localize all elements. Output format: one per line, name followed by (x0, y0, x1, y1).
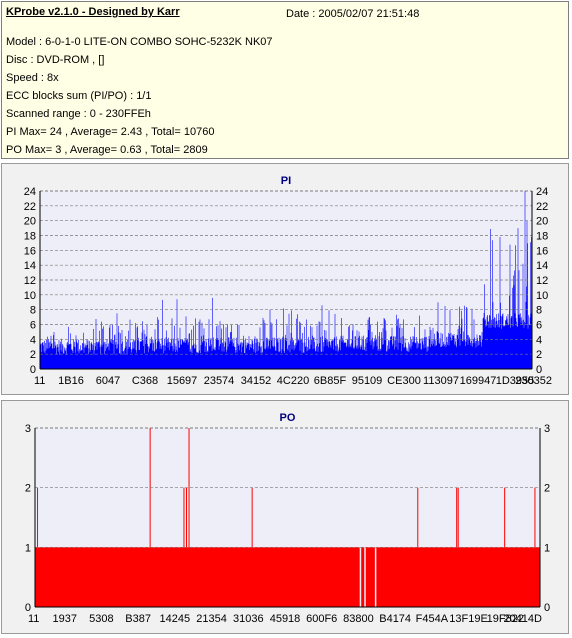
x-tick-label: 6B85F (314, 375, 347, 387)
x-tick-label: 19F822 (487, 613, 524, 625)
info-range: Scanned range : 0 - 230FFEh (6, 108, 151, 120)
x-tick-label: 113097 (423, 375, 459, 387)
x-tick-label: 15697 (167, 375, 198, 387)
x-tick-label: 1937 (52, 613, 76, 625)
y-tick-label-right: 3 (544, 423, 550, 435)
y-tick-label-right: 10 (536, 290, 548, 302)
chart-title: PO (280, 412, 296, 424)
app-title: KProbe v2.1.0 - Designed by Karr (6, 6, 180, 18)
y-tick-label-right: 6 (536, 320, 542, 332)
y-tick-label-right: 2 (544, 483, 550, 495)
x-tick-label: 45918 (270, 613, 301, 625)
x-tick-label: 13F19E (449, 613, 488, 625)
y-tick-label-right: 8 (536, 305, 542, 317)
y-tick-label-left: 2 (30, 349, 36, 361)
po-base-fill (35, 547, 540, 607)
y-tick-label-left: 1 (25, 542, 31, 554)
info-pi-stats: PI Max= 24 , Average= 2.43 , Total= 1076… (6, 126, 215, 138)
x-tick-label: F454A (416, 613, 449, 625)
po-gap (364, 547, 366, 607)
po-gap (374, 547, 377, 607)
x-tick-label: 6047 (96, 375, 120, 387)
y-tick-label-right: 1 (544, 542, 550, 554)
x-tick-label: 31036 (233, 613, 264, 625)
x-tick-label: 20414D (503, 613, 542, 625)
y-tick-label-right: 12 (536, 275, 548, 287)
y-tick-label-right: 22 (536, 201, 548, 213)
pi-chart-panel: PI 0 0 2 2 4 4 6 6 8 8 10 10 12 12 14 14 16 16 18 18 20 20 22 22… (1, 163, 569, 395)
x-tick-label: 11 (28, 613, 39, 625)
y-tick-label-left: 12 (24, 275, 36, 287)
x-tick-label: 95109 (352, 375, 383, 387)
y-tick-label-right: 0 (536, 364, 542, 376)
x-tick-label: C368 (132, 375, 158, 387)
y-tick-label-right: 16 (536, 245, 548, 257)
x-tick-label: 4C220 (277, 375, 309, 387)
info-po-stats: PO Max= 3 , Average= 0.63 , Total= 2809 (6, 144, 208, 156)
y-tick-label-left: 14 (24, 260, 36, 272)
y-tick-label-left: 16 (24, 245, 36, 257)
y-tick-label-left: 20 (24, 216, 36, 228)
x-tick-label: 600F6 (306, 613, 337, 625)
x-tick-label: 21354 (196, 613, 227, 625)
info-ecc: ECC blocks sum (PI/PO) : 1/1 (6, 90, 152, 102)
po-gap (359, 547, 362, 607)
info-model: Model : 6-0-1-0 LITE-ON COMBO SOHC-5232K… (6, 36, 273, 48)
y-tick-label-left: 8 (30, 305, 36, 317)
series-bars (35, 428, 540, 607)
x-tick-label: 83800 (343, 613, 374, 625)
y-tick-label-right: 18 (536, 231, 548, 243)
x-tick-label: 23574 (204, 375, 235, 387)
chart-title: PI (281, 175, 291, 187)
po-chart: PO0 01 12 23 311 1937 5308 B387 14245 21354 31036 4… (25, 412, 550, 625)
x-tick-label: 34152 (241, 375, 272, 387)
y-tick-label-right: 0 (544, 602, 550, 614)
x-tick-label: 11 (34, 375, 45, 387)
po-chart-panel: PO 0 0 1 1 2 2 3 3 11 1937 5308 B387 14245 21354 31036 4… (1, 400, 569, 634)
info-panel: KProbe v2.1.0 - Designed by Karr Date : … (1, 1, 569, 159)
y-tick-label-left: 24 (24, 186, 36, 198)
y-tick-label-right: 20 (536, 216, 548, 228)
info-speed: Speed : 8x (6, 72, 59, 84)
y-tick-label-left: 6 (30, 320, 36, 332)
x-tick-label: 14245 (160, 613, 191, 625)
y-tick-label-left: 10 (24, 290, 36, 302)
y-tick-label-left: 18 (24, 231, 36, 243)
y-tick-label-right: 24 (536, 186, 548, 198)
x-tick-label: B4174 (379, 613, 411, 625)
scan-date: Date : 2005/02/07 21:51:48 (286, 8, 420, 20)
y-tick-label-left: 4 (30, 334, 36, 346)
y-tick-label-right: 14 (536, 260, 548, 272)
y-tick-label-left: 2 (25, 483, 31, 495)
x-tick-label: 230352 (515, 375, 552, 387)
y-tick-label-left: 0 (25, 602, 31, 614)
x-tick-label: 1D3955 (496, 375, 535, 387)
y-tick-label-right: 2 (536, 349, 542, 361)
x-tick-label: B387 (125, 613, 151, 625)
y-tick-label-left: 0 (30, 364, 36, 376)
x-tick-label: CE300 (387, 375, 421, 387)
x-tick-label: 169947 (460, 375, 497, 387)
y-tick-label-left: 22 (24, 201, 36, 213)
y-tick-label-right: 4 (536, 334, 542, 346)
y-tick-label-left: 3 (25, 423, 31, 435)
info-disc: Disc : DVD-ROM , [] (6, 54, 105, 66)
x-tick-label: 1B16 (58, 375, 84, 387)
x-tick-label: 5308 (89, 613, 113, 625)
